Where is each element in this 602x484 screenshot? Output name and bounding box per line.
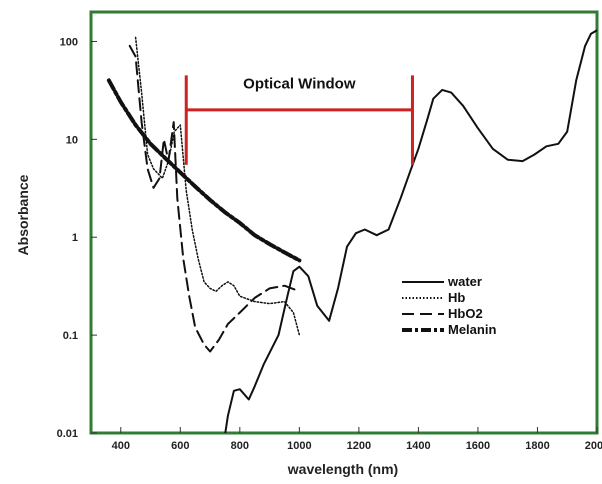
x-tick-label: 1400 bbox=[406, 440, 430, 452]
x-axis-title: wavelength (nm) bbox=[287, 461, 398, 477]
y-tick-label: 100 bbox=[60, 36, 78, 48]
legend-label-melanin: Melanin bbox=[448, 322, 496, 337]
x-tick-label: 800 bbox=[231, 440, 249, 452]
legend-label-hb: Hb bbox=[448, 290, 465, 305]
x-tick-label: 600 bbox=[171, 440, 189, 452]
optical-window-label: Optical Window bbox=[243, 76, 356, 93]
x-tick-label: 400 bbox=[112, 440, 130, 452]
y-tick-label: 10 bbox=[66, 134, 78, 146]
legend-label-water: water bbox=[447, 274, 482, 289]
y-tick-label: 0.01 bbox=[57, 428, 78, 440]
x-tick-label: 1600 bbox=[466, 440, 490, 452]
x-tick-label: 1800 bbox=[525, 440, 549, 452]
legend-label-hbo2: HbO2 bbox=[448, 306, 483, 321]
y-tick-label: 0.1 bbox=[63, 330, 78, 342]
y-tick-label: 1 bbox=[72, 232, 78, 244]
x-tick-label: 1200 bbox=[347, 440, 371, 452]
x-tick-label: 1000 bbox=[287, 440, 311, 452]
y-axis-title: Absorbance bbox=[15, 174, 31, 255]
